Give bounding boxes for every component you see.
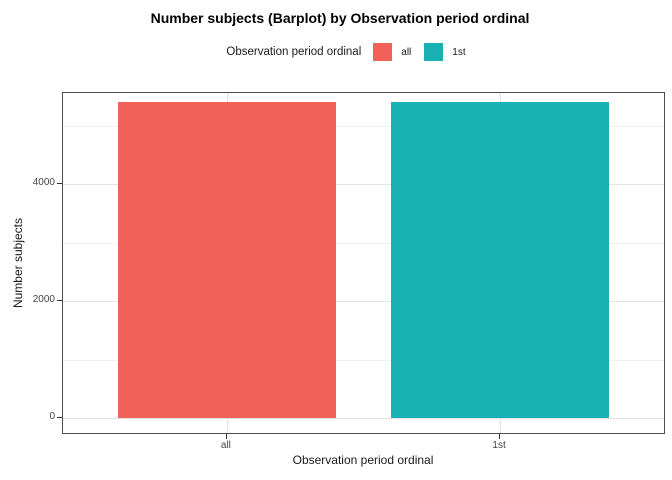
plot-panel (62, 92, 665, 434)
bar-1st (390, 102, 610, 419)
x-axis-title: Observation period ordinal (292, 453, 434, 467)
gridline-minor (63, 125, 664, 127)
y-tick-mark (57, 417, 62, 419)
bar-all (117, 102, 337, 419)
y-tick-label: 0 (49, 411, 55, 423)
gridline-major (63, 184, 664, 186)
legend-item-1st: 1st (424, 43, 473, 61)
gridline-minor (63, 359, 664, 361)
chart-title: Number subjects (Barplot) by Observation… (150, 10, 530, 26)
legend-item-all: all (373, 43, 419, 61)
x-tick-label: all (220, 440, 231, 451)
y-tick-label: 4000 (32, 177, 55, 189)
legend-label-1st: 1st (452, 46, 466, 58)
gridline-major (63, 301, 664, 303)
gridline-major (63, 418, 664, 420)
legend: Observation period ordinal all 1st (0, 43, 672, 61)
legend-swatch-all (373, 43, 393, 61)
gridline-minor (63, 242, 664, 244)
legend-label-all: all (401, 46, 412, 58)
y-tick-mark (57, 183, 62, 185)
y-tick-mark (57, 300, 62, 302)
legend-title: Observation period ordinal (226, 46, 362, 58)
legend-swatch-1st (424, 43, 444, 61)
y-axis-title: Number subjects (11, 217, 25, 309)
y-tick-label: 2000 (32, 294, 55, 306)
x-tick-label: 1st (492, 440, 506, 451)
x-tick-mark (225, 434, 227, 439)
x-tick-mark (499, 434, 501, 439)
